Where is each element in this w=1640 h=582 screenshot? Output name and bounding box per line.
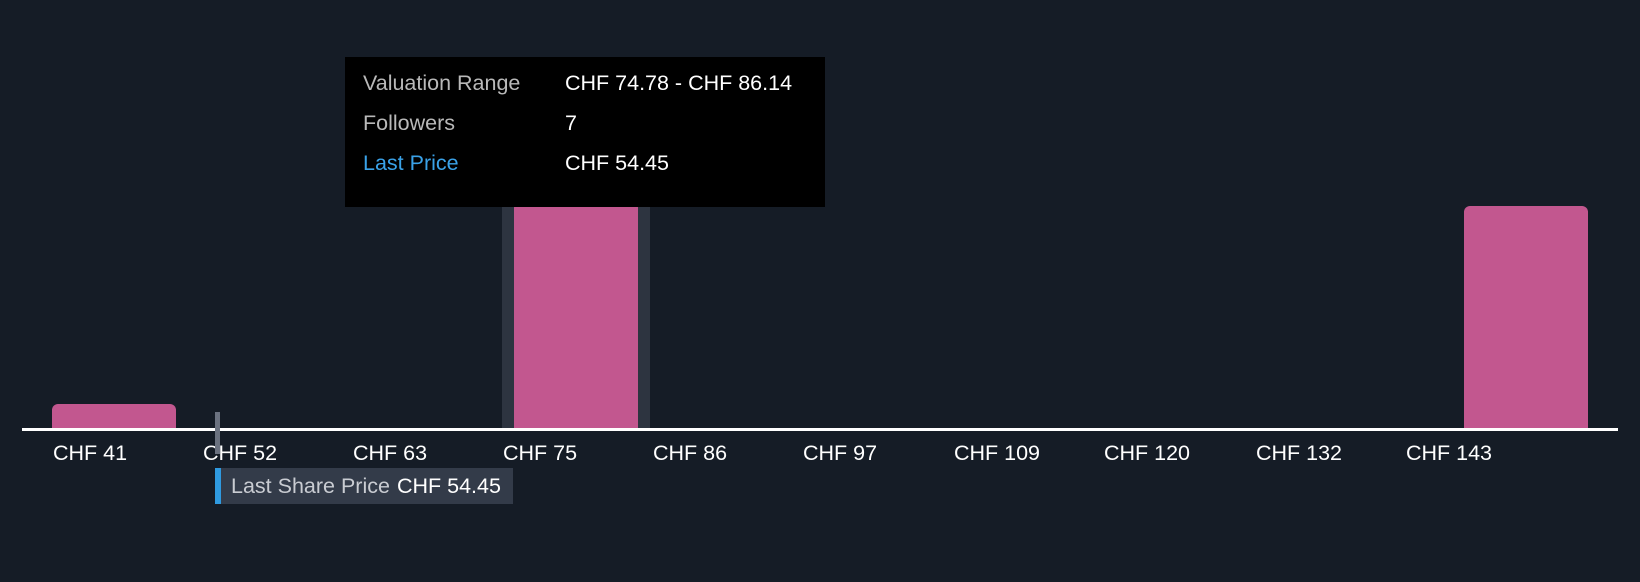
plot-area — [52, 190, 1588, 430]
tooltip-key: Valuation Range — [363, 71, 521, 95]
x-tick-label: CHF 143 — [1405, 441, 1493, 465]
x-tick-label: CHF 120 — [1103, 441, 1191, 465]
tooltip-row-valuation-range: Valuation Range CHF 74.78 - CHF 86.14 — [363, 71, 801, 111]
last-share-price-marker-line — [215, 412, 220, 454]
last-share-price-value: CHF 54.45 — [396, 473, 501, 498]
x-tick-label: CHF 41 — [52, 441, 128, 465]
x-tick-label: CHF 132 — [1255, 441, 1343, 465]
bar-chf-75[interactable] — [514, 202, 638, 430]
x-axis-tick-labels: CHF 41 CHF 52 CHF 63 CHF 75 CHF 86 CHF 9… — [0, 438, 1640, 472]
x-tick-label: CHF 63 — [352, 441, 428, 465]
chart-tooltip: Valuation Range CHF 74.78 - CHF 86.14 Fo… — [345, 57, 825, 207]
x-axis-line — [22, 428, 1618, 431]
x-tick-label: CHF 109 — [953, 441, 1041, 465]
bar-chf-143[interactable] — [1464, 206, 1588, 430]
x-tick-label: CHF 86 — [652, 441, 728, 465]
last-share-price-label: Last Share Price — [231, 473, 390, 498]
tooltip-value: CHF 74.78 - CHF 86.14 — [565, 71, 793, 95]
tooltip-row-followers: Followers 7 — [363, 111, 801, 151]
tooltip-value: 7 — [565, 111, 577, 135]
bar-chf-41[interactable] — [52, 404, 176, 430]
tooltip-key: Last Price — [363, 151, 459, 175]
tooltip-row-last-price: Last Price CHF 54.45 — [363, 151, 801, 191]
x-tick-label: CHF 97 — [802, 441, 878, 465]
tooltip-key: Followers — [363, 111, 455, 135]
badge-accent-bar — [215, 468, 221, 504]
last-share-price-badge: Last Share Price CHF 54.45 — [215, 468, 513, 504]
tooltip-value: CHF 54.45 — [565, 151, 669, 175]
x-tick-label: CHF 75 — [502, 441, 578, 465]
